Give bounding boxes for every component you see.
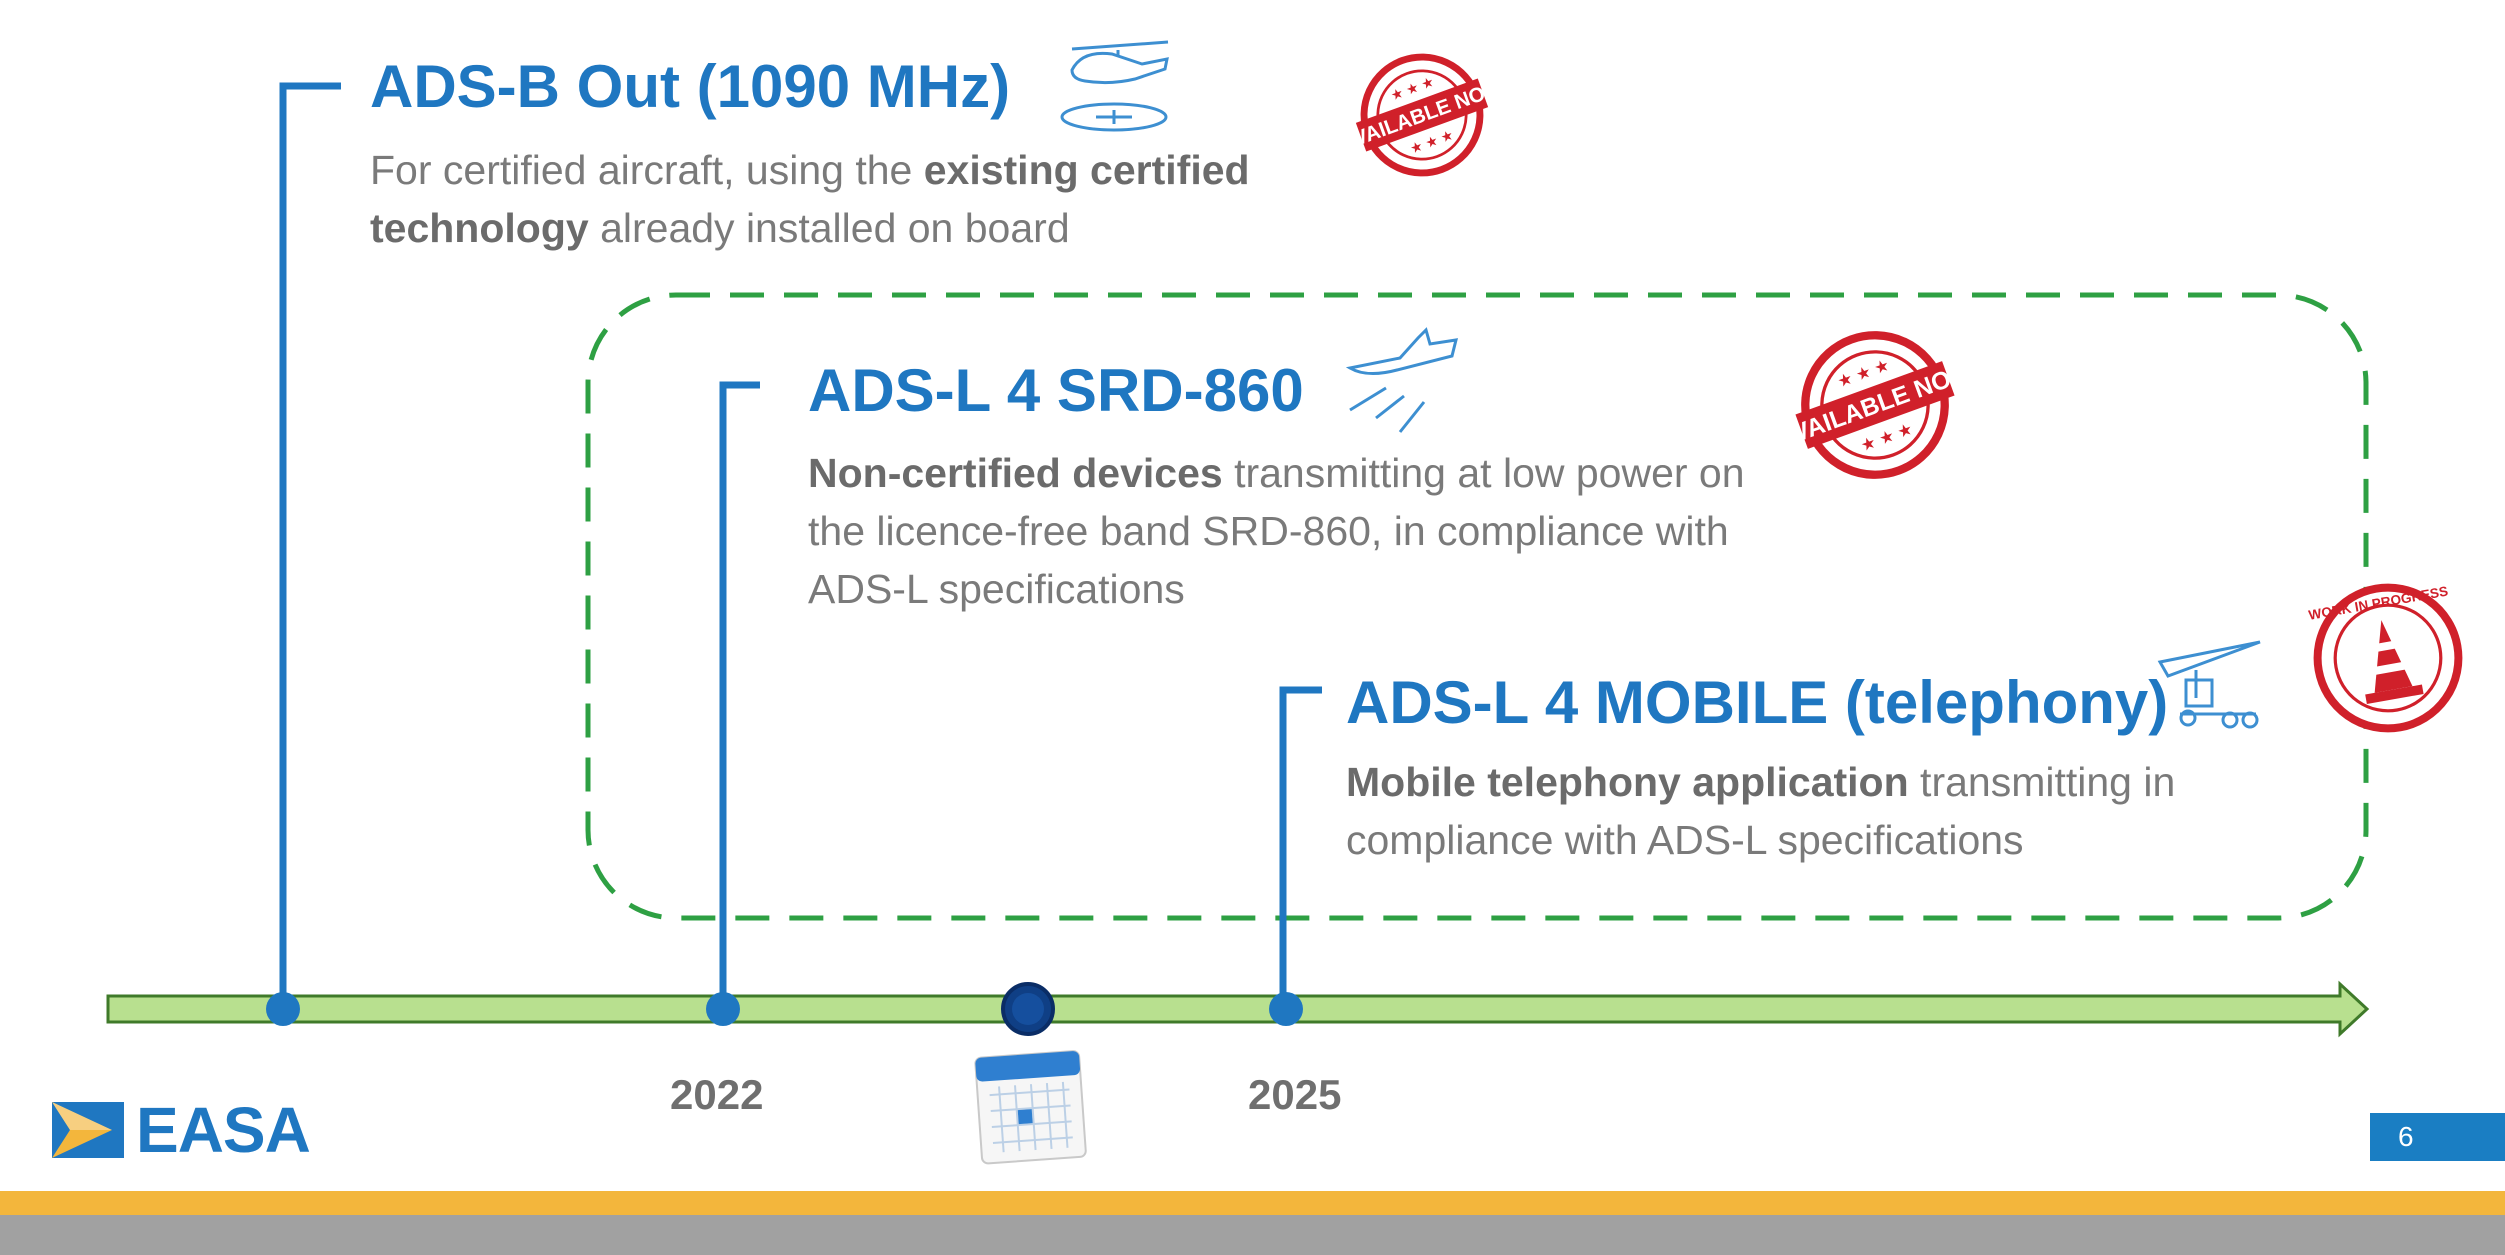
light-aircraft-icon — [1345, 327, 1459, 433]
ads-l-srd-860-title: ADS-L 4 SRD-860 — [808, 357, 1304, 424]
connector-mobile — [1279, 686, 1322, 1008]
timeline-point-2025 — [1269, 992, 1303, 1026]
page-number: 6 — [2370, 1113, 2505, 1161]
ads-b-title: ADS-B Out (1090 MHz) — [370, 53, 1011, 120]
timeline-point-2022 — [706, 992, 740, 1026]
ads-l-mobile-description: Mobile telephony application transmittin… — [1346, 759, 2176, 863]
work-in-progress-stamp: WORK IN PROGRESS — [2307, 583, 2463, 733]
connector-ads-b — [279, 82, 341, 1008]
ads-l-srd-860-description: Non-certified devices transmitting at lo… — [808, 450, 1745, 612]
footer-band-yellow — [0, 1191, 2505, 1215]
timeline-point-ads-b — [266, 992, 300, 1026]
calendar-icon — [974, 1050, 1087, 1165]
microlight-trike-icon — [2157, 640, 2261, 729]
footer-band-grey — [0, 1215, 2505, 1255]
easa-logo-mark — [52, 1102, 124, 1158]
available-now-stamp: AVAILABLE NOW ★ ★ ★ ★ ★ ★ — [1780, 331, 1970, 479]
timeline-arrow — [106, 980, 2370, 1038]
ads-l-mobile-title: ADS-L 4 MOBILE (telephony) — [1346, 669, 2169, 736]
ads-b-description: For certified aircraft, using the existi… — [370, 147, 1250, 251]
year-label-2025: 2025 — [1248, 1071, 1342, 1118]
year-label-2022: 2022 — [670, 1071, 764, 1118]
helicopter-icon — [1060, 40, 1169, 132]
easa-logo: EASA — [48, 1094, 311, 1166]
available-now-stamp: AVAILABLE NOW ★ ★ ★ ★ ★ ★ — [1338, 53, 1507, 177]
connector-srd-860 — [719, 381, 760, 1008]
